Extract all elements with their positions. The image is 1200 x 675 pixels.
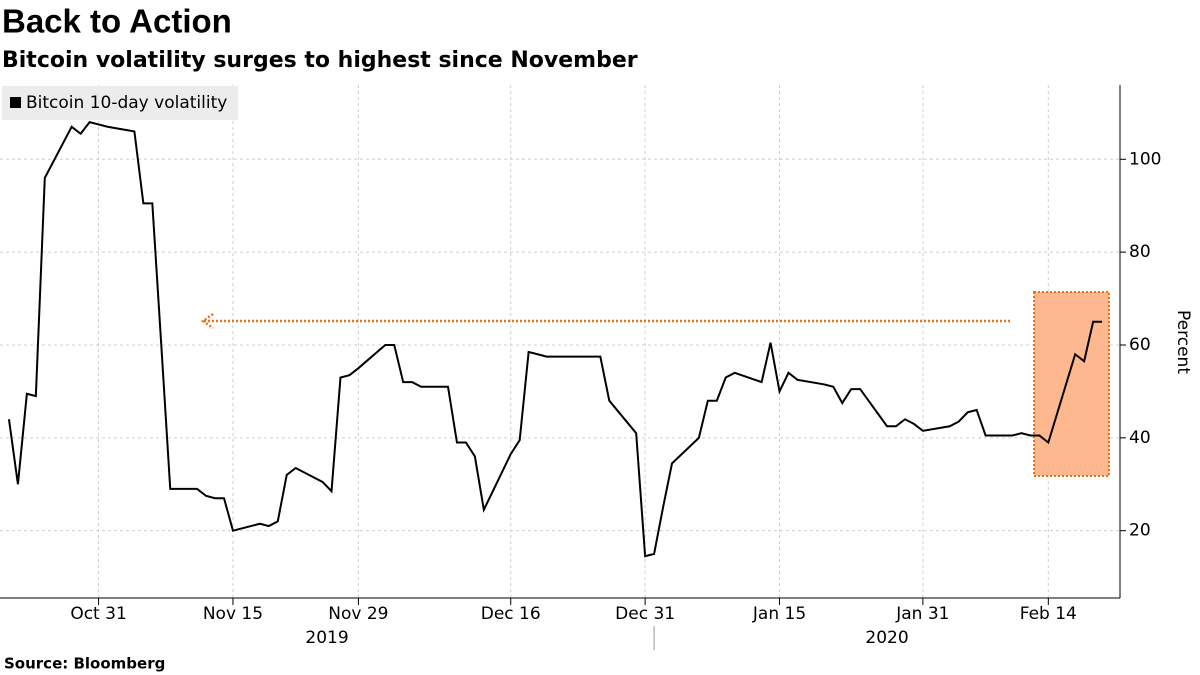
x-tick-label: Dec 31 (615, 604, 675, 624)
chart-subtitle: Bitcoin volatility surges to highest sin… (2, 48, 638, 73)
legend-label: Bitcoin 10-day volatility (26, 93, 227, 113)
annotation (200, 291, 1110, 477)
source: Source: Bloomberg (4, 655, 165, 673)
y-axis-label: Percent (1173, 310, 1193, 374)
x-tick-label: Nov 15 (203, 604, 263, 624)
grid (0, 85, 1120, 598)
y-tick-label: 60 (1129, 335, 1151, 355)
year-label: 2020 (865, 628, 908, 648)
line (7, 121, 1103, 558)
x-tick-label: Feb 14 (1020, 604, 1077, 624)
legend-swatch (10, 97, 21, 108)
y-tick-label: 80 (1129, 242, 1151, 262)
x-tick-label: Jan 15 (752, 604, 806, 624)
y-tick-label: 20 (1129, 521, 1151, 541)
x-tick-label: Nov 29 (328, 604, 388, 624)
legend-box (2, 86, 238, 120)
highlight-box (1033, 291, 1110, 477)
year-label: 2019 (305, 628, 348, 648)
x-tick-label: Oct 31 (70, 604, 126, 624)
arrow-head (200, 312, 214, 330)
x-tick-label: Jan 31 (895, 604, 949, 624)
x-tick-label: Dec 16 (481, 604, 541, 624)
chart-title: Back to Action (2, 3, 232, 40)
y-tick-label: 100 (1129, 149, 1161, 169)
y-tick-label: 40 (1129, 428, 1151, 448)
